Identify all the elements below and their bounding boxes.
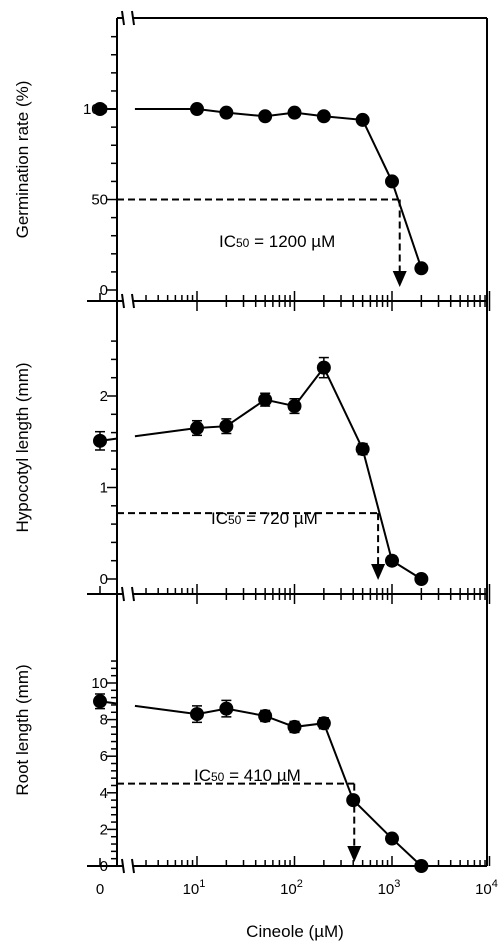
data-point (219, 419, 234, 434)
ic50-arrowhead (347, 846, 362, 862)
data-point (414, 261, 429, 276)
panel-germination: 050100Germination rate (%)IC50 = 1200 µM (13, 10, 491, 311)
y-tick-label: 1 (100, 480, 108, 497)
data-point (355, 442, 370, 457)
x-tick-label: 103 (378, 878, 401, 898)
y-tick-label: 0 (100, 571, 108, 588)
x-axis-label: Cineole (µM) (246, 922, 344, 941)
data-point (287, 719, 302, 734)
data-point (346, 793, 361, 808)
y-tick-label: 0 (100, 858, 108, 875)
y-tick-label: 2 (100, 388, 108, 405)
ic50-label: IC50 = 720 µM (211, 509, 318, 528)
data-point (190, 421, 204, 436)
y-tick-label: 8 (100, 712, 108, 729)
y-axis-label: Root length (mm) (13, 664, 32, 795)
data-point (316, 716, 331, 731)
y-tick-label: 10 (91, 675, 108, 692)
axis-break-mark (121, 586, 125, 602)
panel-hypocotyl: 0 1 2 Hypocotyl length (mm) IC50 = 720 µM (13, 301, 491, 604)
y-axis-label: Germination rate (%) (13, 81, 32, 239)
data-point (258, 109, 273, 124)
data-point (316, 109, 331, 124)
ic50-label: IC50 = 410 µM (194, 766, 301, 785)
data-point (287, 105, 302, 120)
x-tick-label: 104 (475, 878, 498, 898)
axis-break-mark (131, 858, 135, 874)
x-tick-label: 0 (96, 881, 104, 898)
data-point (93, 433, 107, 448)
ic50-arrowhead (371, 564, 386, 580)
x-tick-label: 101 (183, 878, 206, 898)
data-point (355, 112, 370, 127)
data-point (190, 102, 204, 117)
y-tick-label: 2 (100, 821, 108, 838)
axis-break-mark (131, 293, 135, 309)
ic50-label: IC50 = 1200 µM (219, 232, 335, 251)
ic50-arrowhead (392, 271, 407, 287)
data-point (316, 360, 331, 375)
axis-break-mark (121, 10, 125, 26)
axis-break-mark (131, 586, 135, 602)
data-point (219, 105, 234, 120)
data-point (190, 707, 204, 722)
data-point (258, 708, 273, 723)
axis-break-mark (131, 10, 135, 26)
y-tick-label: 6 (100, 748, 108, 765)
data-point (258, 392, 273, 407)
data-point (93, 694, 107, 709)
data-point (93, 102, 107, 117)
data-point (385, 831, 399, 846)
y-axis-label: Hypocotyl length (mm) (13, 362, 32, 532)
data-point (385, 174, 399, 189)
panel-root: 0 2 4 6 8 10 Root length (mm) IC50 = 410 µM 0 101… (13, 594, 498, 941)
data-point (414, 859, 429, 873)
data-point (287, 399, 302, 414)
data-point (385, 553, 399, 568)
x-tick-label: 102 (280, 878, 303, 898)
y-tick-label: 4 (100, 785, 108, 802)
y-tick-label: 50 (91, 192, 108, 209)
axis-break-mark (121, 858, 125, 874)
data-point (414, 572, 429, 586)
chart-root: 050100Germination rate (%)IC50 = 1200 µM… (13, 10, 498, 941)
axis-break-mark (121, 293, 125, 309)
y-tick-label: 0 (100, 282, 108, 299)
data-point (219, 701, 234, 716)
